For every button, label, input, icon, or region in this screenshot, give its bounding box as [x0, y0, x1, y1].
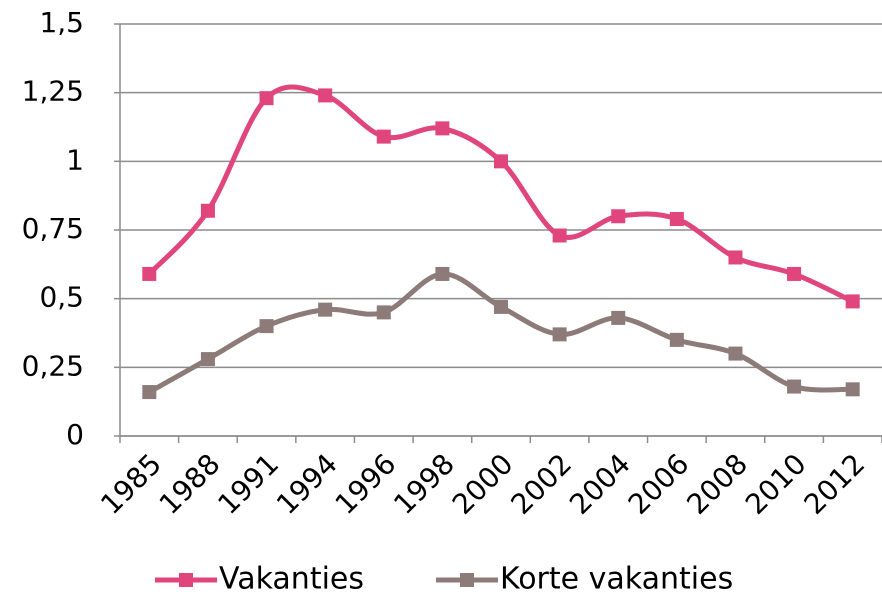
marker	[376, 129, 391, 144]
y-tick-label: 0,25	[22, 349, 84, 382]
y-tick-label: 0,5	[39, 281, 84, 314]
marker	[318, 88, 333, 103]
x-tick-label: 2006	[622, 447, 696, 521]
marker	[435, 266, 450, 281]
x-tick-label: 1996	[329, 447, 403, 521]
legend-marker	[460, 573, 475, 587]
marker	[611, 209, 626, 224]
marker	[435, 121, 450, 136]
marker	[552, 327, 567, 342]
marker	[494, 299, 508, 314]
x-tick-label: 2002	[504, 447, 578, 521]
y-tick-label: 1,5	[39, 6, 84, 39]
marker	[787, 379, 802, 394]
marker	[259, 91, 274, 106]
marker	[142, 266, 157, 281]
marker	[728, 346, 743, 361]
x-tick-label: 2000	[446, 447, 520, 521]
legend-label: Vakanties	[219, 562, 364, 597]
marker	[200, 203, 215, 218]
x-tick-label: 2008	[680, 447, 754, 521]
x-tick-label: 1994	[270, 447, 344, 521]
marker	[728, 250, 743, 265]
x-tick-label: 2004	[563, 447, 637, 521]
y-tick-label: 0,75	[22, 212, 84, 245]
y-tick-label: 0	[66, 418, 84, 451]
x-tick-label: 1991	[211, 447, 285, 521]
legend-label: Korte vakanties	[500, 562, 733, 597]
y-tick-label: 1,25	[22, 75, 84, 108]
y-tick-label: 1	[66, 143, 84, 176]
marker	[318, 302, 333, 317]
marker	[669, 212, 684, 227]
marker	[552, 228, 567, 243]
marker	[376, 305, 391, 320]
x-tick-label: 1985	[94, 447, 168, 521]
x-tick-label: 2010	[739, 447, 813, 521]
marker	[787, 266, 802, 281]
marker	[494, 154, 508, 169]
marker	[669, 332, 684, 347]
x-tick-label: 2012	[798, 447, 872, 521]
marker	[845, 382, 860, 397]
x-tick-label: 1988	[153, 447, 227, 521]
marker	[142, 385, 157, 400]
marker	[611, 310, 626, 325]
x-tick-label: 1998	[387, 447, 461, 521]
marker	[259, 319, 274, 334]
series-line	[147, 84, 854, 304]
marker	[845, 294, 860, 309]
marker	[200, 352, 215, 367]
legend-marker	[179, 573, 193, 587]
series-line	[148, 271, 853, 395]
